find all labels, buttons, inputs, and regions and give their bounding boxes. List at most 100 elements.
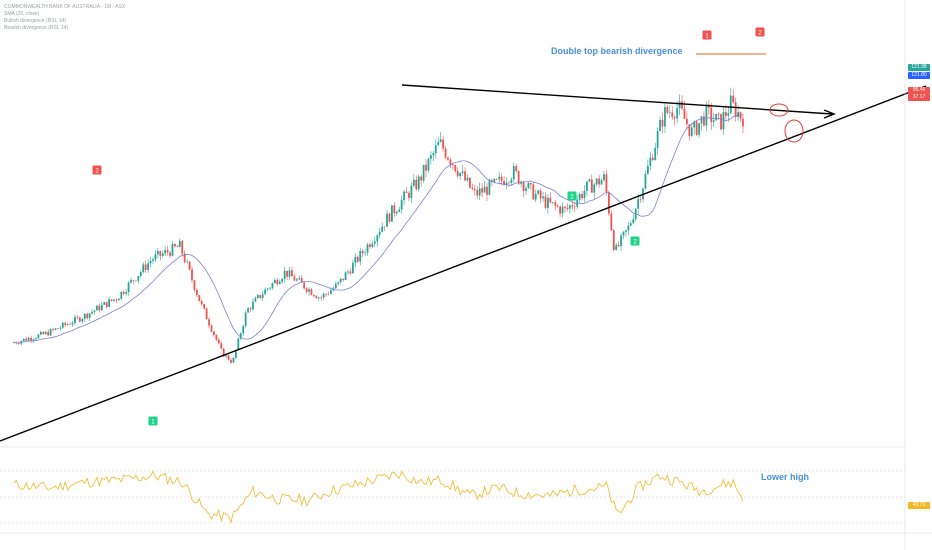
candle [337, 281, 340, 286]
candle [671, 106, 674, 120]
candle [395, 210, 398, 216]
candle-body [49, 329, 52, 336]
candle [454, 164, 457, 173]
candle [505, 177, 508, 190]
candle-body [57, 328, 59, 329]
candle [722, 105, 725, 135]
candle [227, 354, 230, 361]
candle-body [395, 211, 398, 214]
candle [573, 201, 576, 213]
candle [25, 337, 28, 342]
candle-body [542, 196, 544, 199]
candle-body [459, 172, 462, 177]
candle [378, 228, 381, 239]
candle [456, 167, 459, 179]
legend-ma: SMA (20, close) [4, 11, 40, 17]
candle [393, 202, 396, 217]
candle [178, 238, 181, 248]
candle [559, 204, 562, 218]
candle [320, 295, 323, 301]
candle-body [427, 158, 430, 171]
candle [354, 253, 357, 268]
candle-body [500, 176, 503, 181]
candle [510, 177, 513, 186]
candle [668, 105, 671, 118]
candle-body [361, 250, 364, 254]
candle-body [339, 278, 342, 283]
candle [161, 250, 164, 258]
candle-body [495, 178, 498, 180]
candle [729, 87, 732, 114]
candle [105, 302, 108, 309]
candle [327, 291, 330, 296]
candle-body [603, 174, 605, 181]
candle [444, 145, 447, 160]
candle [37, 333, 40, 339]
candle [403, 189, 405, 206]
candle [266, 287, 269, 292]
candle [539, 188, 542, 204]
price-tag-ma: 121.80 [908, 72, 930, 79]
candle [556, 203, 559, 208]
candle-body [483, 186, 486, 193]
candle-body [447, 157, 449, 160]
candle [654, 142, 657, 161]
candle-body [232, 357, 235, 363]
candle [144, 260, 147, 273]
candle-body [417, 176, 420, 190]
candle-body [76, 316, 79, 318]
candle [415, 175, 418, 191]
candle [57, 328, 59, 329]
candle-body [539, 190, 542, 199]
candle-body [659, 119, 661, 131]
candle-body [581, 193, 583, 199]
candle [239, 331, 242, 341]
candle-body [615, 245, 618, 250]
candle-body [176, 246, 179, 248]
candle [527, 181, 530, 190]
candle-body [727, 113, 730, 116]
candle-body [612, 230, 615, 250]
candle [298, 275, 301, 280]
candle [607, 190, 610, 216]
candle-body [639, 199, 642, 200]
price-tag-low: 95.46 [908, 87, 930, 94]
candle-body [449, 159, 452, 165]
candle [291, 266, 293, 277]
candle [249, 307, 252, 313]
candle [198, 294, 201, 302]
candle-body [471, 187, 474, 190]
candle [461, 165, 464, 176]
candle-body [330, 290, 332, 294]
candle-body [88, 313, 91, 318]
candle-body [695, 121, 698, 135]
candle-body [583, 190, 586, 199]
candle-body [420, 176, 423, 181]
candle-body [637, 199, 640, 209]
candle-body [181, 240, 184, 254]
price-tag-last: 121.98 [908, 64, 930, 71]
rsi-line [13, 470, 744, 525]
candle [76, 315, 79, 320]
candle-body [78, 317, 81, 322]
candle-body [685, 118, 688, 125]
candle [568, 204, 571, 214]
candle [69, 321, 72, 325]
candle-body [700, 116, 703, 124]
candle [295, 277, 298, 282]
candle-body [249, 308, 252, 310]
candle [486, 182, 488, 201]
candle-body [166, 250, 169, 253]
candle [322, 292, 325, 301]
candle-body [135, 280, 137, 282]
candle-body [127, 282, 130, 293]
candle-body [203, 304, 206, 309]
candle-body [293, 276, 296, 281]
candle-body [303, 282, 306, 289]
candle-body [288, 270, 291, 277]
candle-body [729, 95, 732, 114]
candle-body [717, 113, 720, 115]
sell-marker-label: 2 [758, 30, 762, 36]
